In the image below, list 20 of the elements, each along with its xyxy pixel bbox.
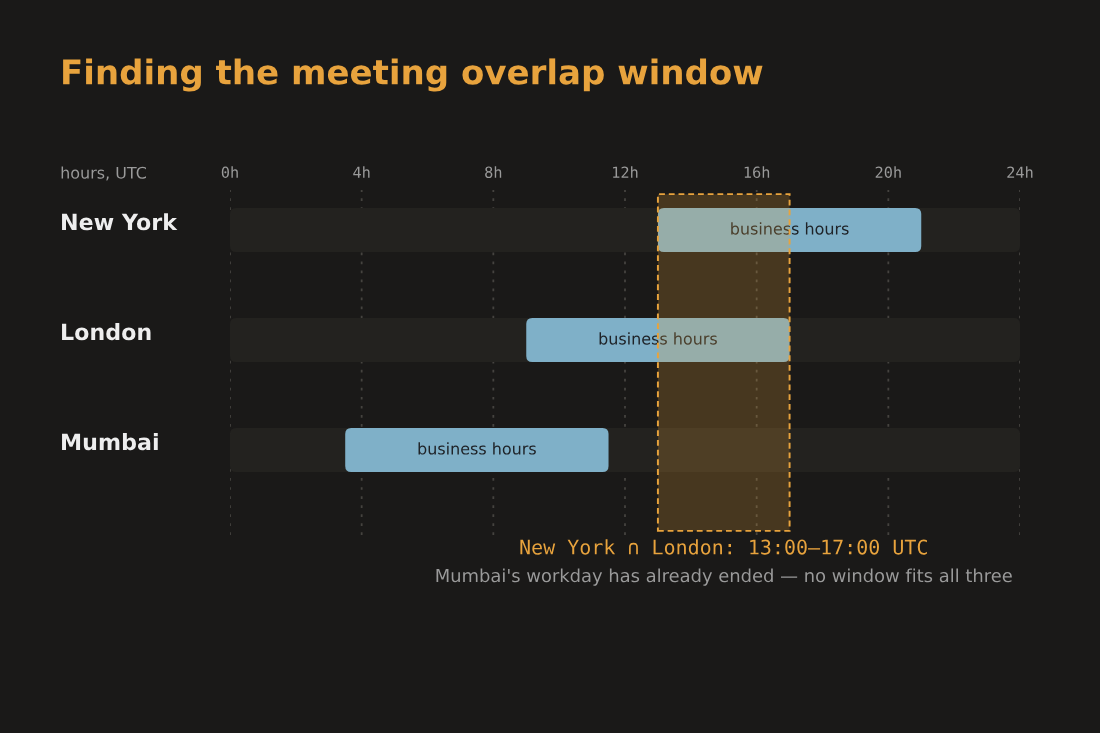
x-tick-label: 12h — [613, 166, 638, 178]
text: Mumbai's workday has already ended — no window fits all three — [436, 568, 1012, 586]
data-label: business hours — [418, 442, 536, 455]
x-tick-label: 0h — [221, 166, 238, 179]
x-tick-label: 8h — [485, 166, 502, 179]
x-tick-label: 20h — [875, 166, 901, 179]
chart-title: Finding the meeting overlap window — [63, 58, 763, 92]
y-tick-label: New York — [62, 213, 178, 231]
data-label: business hours — [599, 332, 717, 345]
bar — [526, 318, 790, 363]
x-tick-label: 16h — [744, 166, 770, 179]
band-label: New York ∩ London: 13:00–17:00 UTC — [520, 539, 927, 555]
x-tick-label: 4h — [353, 166, 370, 178]
x-axis-title: hours, UTC — [61, 166, 147, 181]
y-tick-label: Mumbai — [62, 433, 158, 451]
data-label: business hours — [731, 222, 849, 235]
y-tick-label: London — [62, 323, 151, 341]
bar — [345, 427, 609, 472]
x-tick-label: 24h — [1007, 166, 1033, 178]
bar — [657, 208, 922, 253]
